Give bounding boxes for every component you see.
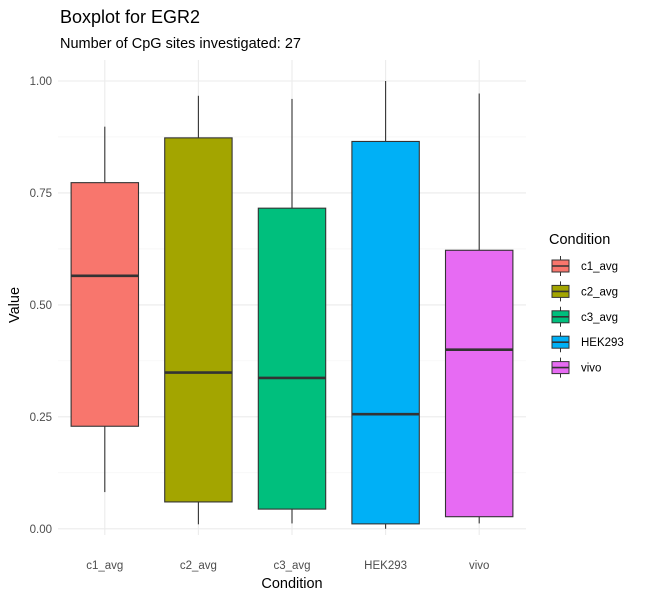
boxes — [70, 81, 514, 529]
legend-item-vivo: vivo — [551, 357, 601, 378]
x-tick-label: vivo — [469, 560, 489, 572]
legend-label: vivo — [581, 363, 601, 375]
box-c2_avg — [164, 95, 233, 525]
y-tick-label: 0.25 — [30, 412, 52, 424]
legend-title: Condition — [549, 232, 610, 248]
box-iqr — [351, 140, 420, 525]
legend-item-c1_avg: c1_avg — [551, 256, 618, 276]
x-tick-label: HEK293 — [364, 560, 407, 572]
x-tick-label: c2_avg — [180, 560, 217, 572]
legend-item-c3_avg: c3_avg — [551, 306, 618, 327]
chart-title: Boxplot for EGR2 — [60, 7, 200, 27]
legend-item-c2_avg: c2_avg — [551, 281, 618, 302]
x-tick-label: c3_avg — [273, 560, 310, 572]
y-tick-label: 1.00 — [30, 76, 52, 88]
y-tick-label: 0.00 — [30, 524, 52, 536]
box-HEK293 — [351, 81, 420, 529]
y-tick-label: 0.75 — [30, 188, 52, 200]
x-axis: c1_avg c2_avg c3_avg HEK293 vivo — [86, 560, 489, 572]
x-tick-label: c1_avg — [86, 560, 123, 572]
box-iqr — [444, 249, 514, 518]
legend-label: c3_avg — [581, 312, 618, 324]
y-axis: 0.00 0.25 0.50 0.75 1.00 — [30, 76, 52, 536]
box-c3_avg — [257, 98, 327, 524]
legend-label: c2_avg — [581, 286, 618, 298]
y-tick-label: 0.50 — [30, 300, 52, 312]
y-axis-title: Value — [7, 287, 23, 323]
box-vivo — [444, 93, 514, 524]
box-iqr — [164, 137, 233, 503]
chart-subtitle: Number of CpG sites investigated: 27 — [60, 36, 301, 52]
legend: Condition c1_avg c2_avg c3_avg HEK293 vivo — [549, 232, 624, 378]
legend-label: c1_avg — [581, 261, 618, 273]
x-axis-title: Condition — [261, 576, 322, 592]
box-c1_avg — [70, 126, 140, 493]
legend-label: HEK293 — [581, 337, 624, 349]
legend-item-HEK293: HEK293 — [551, 332, 624, 353]
box-iqr — [257, 207, 327, 510]
box-iqr — [70, 182, 140, 427]
